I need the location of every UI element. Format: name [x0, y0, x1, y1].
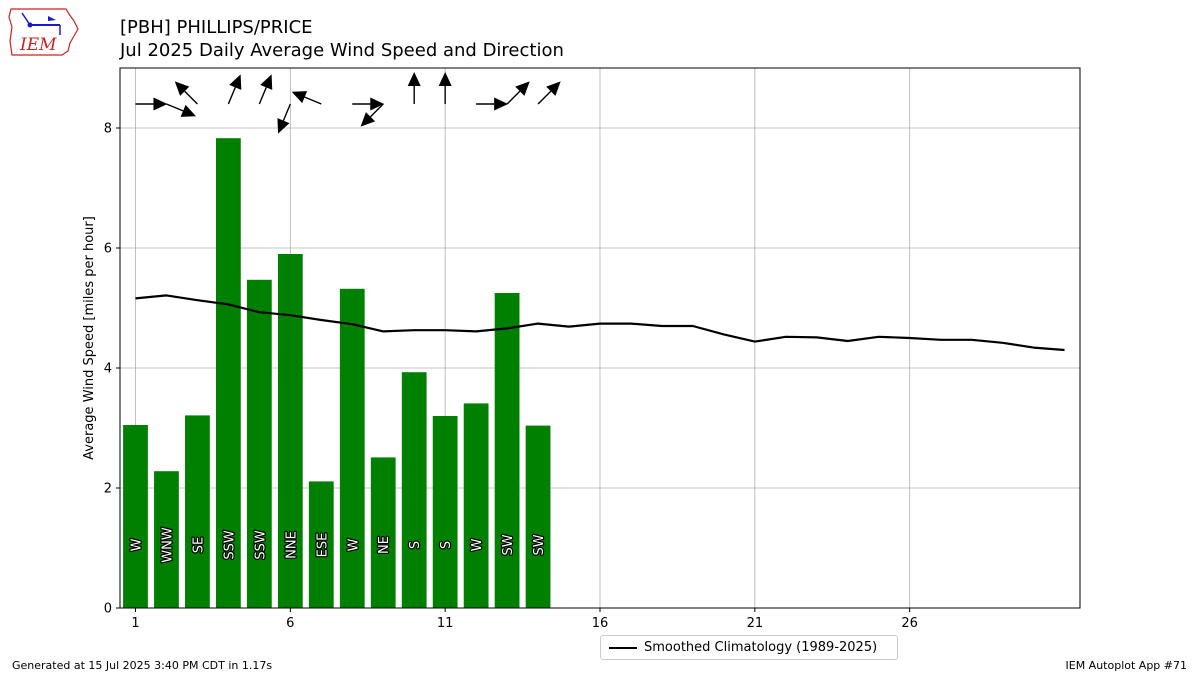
bar: [339, 288, 365, 608]
direction-arrow-head: [180, 104, 197, 117]
y-tick-label: 0: [104, 602, 112, 617]
direction-arrows: [135, 72, 561, 134]
direction-label: SW: [501, 534, 516, 555]
x-tick-label: 26: [901, 616, 918, 631]
legend-label: Smoothed Climatology (1989-2025): [644, 640, 878, 655]
direction-label: ESE: [315, 533, 330, 558]
direction-labels: W WNW SE SSW SSW NNE ESE W NE S S W SW SW: [128, 526, 548, 564]
legend: Smoothed Climatology (1989-2025): [600, 635, 898, 660]
bar: [277, 254, 303, 608]
y-tick-label: 2: [104, 482, 112, 497]
direction-arrow-head: [260, 74, 273, 90]
climatology-line: [135, 294, 1065, 352]
bar: [525, 425, 551, 608]
bar: [185, 415, 210, 608]
y-tick-label: 8: [104, 122, 112, 137]
direction-arrow-shaft: [537, 90, 552, 105]
direction-label: W: [346, 538, 361, 551]
direction-arrow-shaft: [304, 96, 322, 105]
logo-text: IEM: [19, 35, 57, 55]
direction-arrow-head: [291, 91, 308, 104]
direction-label: S: [408, 541, 423, 549]
bar: [308, 481, 334, 608]
station-dot-icon: [27, 22, 33, 28]
direction-arrow-head: [229, 74, 242, 90]
y-tick-label: 6: [104, 242, 112, 257]
direction-arrow-head: [494, 97, 509, 111]
x-tick-label: 21: [747, 616, 764, 631]
chart-title: [PBH] PHILLIPS/PRICE: [120, 17, 313, 38]
chart-subtitle: Jul 2025 Daily Average Wind Speed and Di…: [120, 40, 564, 61]
app-credit: IEM Autoplot App #71: [1065, 659, 1188, 672]
direction-arrow-head: [515, 81, 530, 96]
iem-logo: IEM: [8, 8, 79, 56]
bar: [401, 372, 427, 608]
direction-arrow-head: [174, 81, 190, 96]
bar: [154, 471, 179, 608]
direction-label: WNW: [160, 527, 175, 563]
direction-label: S: [439, 541, 454, 549]
direction-arrow-shaft: [258, 87, 267, 105]
direction-label: NNE: [284, 531, 299, 559]
direction-arrow-shaft: [227, 87, 236, 105]
direction-arrow-shaft: [166, 103, 184, 112]
bars: [123, 138, 551, 608]
climatology-series: [135, 294, 1065, 352]
direction-arrow-head: [277, 118, 290, 134]
direction-arrow-shaft: [506, 90, 521, 105]
direction-arrow-head: [360, 112, 376, 127]
generated-timestamp: Generated at 15 Jul 2025 3:40 PM CDT in …: [12, 659, 273, 672]
direction-label: SSW: [253, 530, 268, 560]
bar: [370, 457, 396, 608]
y-axis-label: Average Wind Speed [miles per hour]: [82, 216, 97, 460]
bar: [246, 279, 272, 608]
x-tick-label: 16: [592, 616, 609, 631]
direction-arrow-head: [407, 72, 421, 86]
direction-arrow-shaft: [370, 103, 384, 118]
bar: [463, 403, 489, 608]
direction-label: NE: [377, 536, 392, 554]
x-tick-label: 1: [131, 616, 139, 631]
direction-arrow-head: [546, 81, 561, 96]
direction-label: SE: [191, 537, 206, 553]
direction-arrow-head: [438, 72, 452, 86]
bar: [123, 425, 148, 608]
flag-icon: [48, 16, 56, 21]
direction-label: W: [470, 538, 485, 551]
legend-line-swatch: [609, 647, 637, 649]
bar: [216, 138, 241, 608]
direction-arrow-shaft: [282, 103, 291, 121]
x-tick-label: 11: [437, 616, 454, 631]
y-tick-label: 4: [104, 362, 112, 377]
x-tick-label: 6: [286, 616, 294, 631]
direction-label: SSW: [222, 530, 237, 560]
direction-arrow-head: [153, 97, 168, 111]
bar: [494, 293, 520, 608]
direction-arrow-shaft: [184, 90, 198, 105]
direction-label: W: [129, 538, 144, 551]
direction-label: SW: [532, 534, 547, 555]
direction-arrow-head: [370, 97, 385, 111]
bar: [432, 416, 458, 608]
